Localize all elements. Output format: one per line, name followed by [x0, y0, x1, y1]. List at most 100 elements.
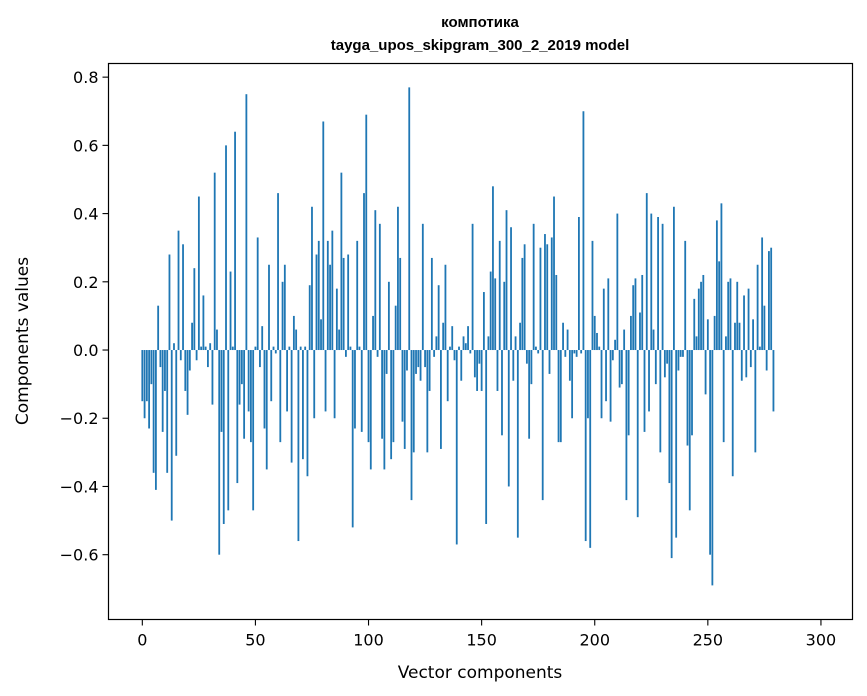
bar: [161, 350, 164, 432]
bar: [494, 278, 497, 351]
bar: [600, 350, 603, 419]
bar: [548, 350, 551, 374]
bar: [449, 346, 451, 351]
bar: [148, 350, 151, 429]
y-tick-label: −0.2: [60, 409, 99, 428]
bar: [157, 305, 160, 351]
bar: [299, 346, 302, 351]
bar: [695, 336, 698, 351]
bar: [383, 350, 386, 470]
bar: [682, 350, 684, 357]
bar: [365, 114, 368, 351]
bar: [243, 350, 246, 439]
bar: [308, 285, 311, 351]
bar: [663, 350, 666, 378]
bar: [399, 257, 402, 351]
bar: [772, 350, 775, 412]
y-tick-label: 0.8: [73, 68, 98, 87]
bar: [587, 350, 589, 419]
x-axis-ticks: 0 50 100 150 200 250 300: [137, 619, 836, 650]
bar: [722, 350, 725, 443]
bar: [476, 350, 479, 391]
bar: [195, 350, 198, 361]
bar: [743, 295, 745, 351]
bar: [191, 322, 193, 351]
bar: [485, 350, 488, 524]
bar: [437, 285, 440, 351]
bar: [193, 268, 196, 351]
bar: [715, 220, 718, 351]
bar: [507, 350, 510, 487]
bar: [367, 350, 370, 443]
y-tick-label: 0.6: [73, 136, 98, 155]
bar: [473, 350, 476, 378]
bar: [268, 264, 270, 351]
bar: [410, 350, 413, 501]
bar: [512, 350, 515, 381]
bar: [182, 244, 184, 351]
bar: [521, 257, 524, 351]
bar: [620, 350, 623, 385]
bar: [501, 350, 503, 436]
bar: [544, 234, 546, 351]
bar: [392, 350, 395, 443]
bar: [229, 271, 232, 351]
bar: [747, 288, 750, 351]
bar: [503, 281, 506, 351]
bar: [679, 350, 682, 357]
bar: [288, 346, 291, 351]
bar: [659, 350, 662, 453]
bar: [675, 350, 678, 538]
bar: [369, 350, 372, 470]
bar: [758, 346, 761, 351]
bar: [304, 346, 307, 351]
bar: [340, 172, 343, 351]
bar: [270, 350, 273, 402]
bar: [686, 350, 689, 446]
bar: [693, 298, 696, 351]
bar: [580, 350, 583, 354]
bar: [573, 350, 576, 354]
bar: [317, 240, 320, 351]
bar: [657, 217, 659, 351]
bar: [272, 346, 275, 351]
bar: [435, 336, 438, 351]
bar: [222, 350, 225, 524]
bar: [591, 240, 594, 351]
bar: [406, 350, 408, 371]
bar: [668, 350, 671, 484]
x-tick-label: 150: [466, 631, 497, 650]
bar: [729, 278, 732, 351]
bar: [349, 346, 352, 351]
bar: [188, 350, 191, 371]
bar: [480, 350, 483, 391]
bar: [670, 350, 673, 559]
bar: [342, 257, 345, 351]
bar: [525, 350, 528, 364]
bar: [207, 350, 209, 368]
bar: [347, 254, 350, 351]
bar: [731, 350, 734, 477]
bar: [179, 350, 182, 361]
x-tick-label: 200: [579, 631, 610, 650]
bar: [245, 94, 248, 351]
bar: [666, 350, 669, 364]
bar: [335, 288, 338, 351]
x-tick-label: 100: [353, 631, 384, 650]
bar: [254, 346, 257, 351]
bar: [718, 261, 721, 351]
x-tick-label: 0: [137, 631, 147, 650]
bar: [593, 315, 596, 351]
bar: [489, 271, 492, 351]
bar: [322, 121, 325, 351]
bar: [539, 247, 542, 351]
bar: [575, 350, 578, 357]
bar: [639, 312, 641, 351]
chart-title: компотика: [441, 14, 519, 31]
bar: [256, 237, 259, 351]
bar: [306, 350, 309, 477]
bar: [578, 217, 580, 351]
bar: [598, 346, 601, 351]
bar: [555, 274, 558, 351]
bar: [302, 350, 304, 460]
